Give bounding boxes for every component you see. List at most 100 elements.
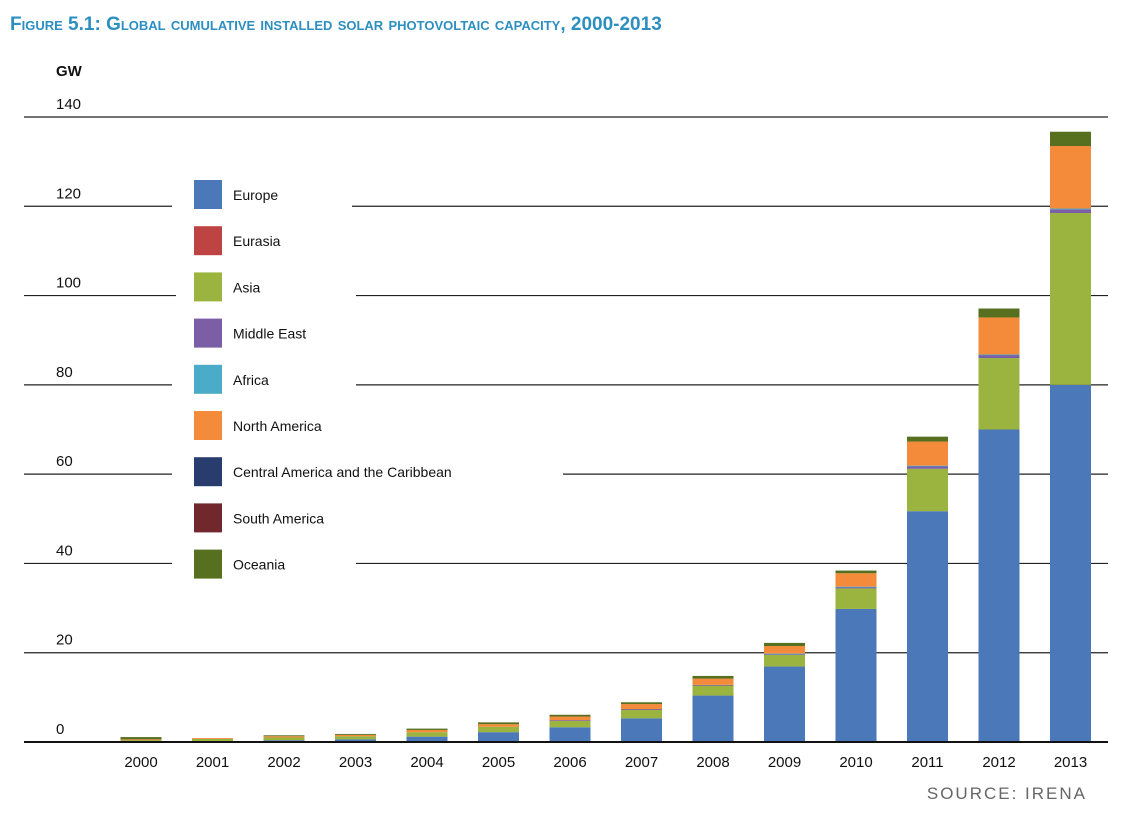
bar-segment <box>621 709 662 719</box>
y-tick-label: 60 <box>56 453 73 470</box>
bar-segment <box>835 570 877 574</box>
y-axis-unit-label: GW <box>56 63 83 80</box>
legend-swatch <box>194 457 222 487</box>
bar-segment <box>907 465 948 467</box>
bar-segment <box>978 317 1020 355</box>
legend-label: Oceania <box>233 557 285 573</box>
bar-segment <box>764 654 805 667</box>
bar-segment <box>621 704 662 709</box>
bar-segment <box>835 588 877 609</box>
bar-segment <box>764 666 805 742</box>
bar-segment <box>835 573 877 587</box>
bar-series <box>120 131 1091 743</box>
bar-segment <box>263 735 305 737</box>
bar-segment <box>335 736 376 740</box>
bar-segment <box>478 722 519 725</box>
legend-swatch <box>194 226 222 256</box>
legend-label: Eurasia <box>233 233 281 249</box>
bar-segment <box>978 354 1020 356</box>
legend-label: Middle East <box>233 326 306 342</box>
bar-segment <box>692 675 734 679</box>
x-tick-label: 2012 <box>982 754 1015 771</box>
bar-segment <box>478 726 519 733</box>
bar-segment <box>1050 146 1091 209</box>
bar-segment <box>335 733 376 735</box>
x-tick-label: 2008 <box>696 754 729 771</box>
bar-segment <box>192 738 233 742</box>
legend-label: North America <box>233 418 322 434</box>
x-tick-label: 2000 <box>124 754 157 771</box>
bar-segment <box>978 358 1020 430</box>
legend-label: Europe <box>233 187 278 203</box>
bar-segment <box>907 466 948 469</box>
bar-segment <box>621 708 662 710</box>
x-tick-label: 2009 <box>768 754 801 771</box>
legend-swatch <box>194 272 222 302</box>
legend-swatch <box>194 180 222 209</box>
bar-segment <box>406 736 448 742</box>
bar-segment <box>764 642 805 647</box>
bar-segment <box>621 702 662 705</box>
x-tick-label: 2013 <box>1054 754 1087 771</box>
bar-segment <box>692 678 734 685</box>
bar-segment <box>835 586 877 588</box>
bar-segment <box>120 739 162 741</box>
x-tick-label: 2004 <box>410 754 443 771</box>
x-tick-label: 2005 <box>482 754 515 771</box>
bar-segment <box>549 727 591 742</box>
source-note: SOURCE: IRENA <box>926 784 1087 803</box>
legend-label: Central America and the Caribbean <box>233 464 452 480</box>
bar-segment <box>835 608 877 742</box>
bar-segment <box>907 441 948 466</box>
bar-segment <box>406 728 448 730</box>
legend-label: South America <box>233 510 324 526</box>
x-tick-label: 2011 <box>911 754 943 771</box>
bar-segment <box>406 732 448 737</box>
bar-segment <box>1050 384 1091 742</box>
bar-segment <box>120 739 162 742</box>
bar-segment <box>1050 131 1091 147</box>
bar-segment <box>835 587 877 589</box>
legend-label: Asia <box>233 279 260 295</box>
y-tick-label: 80 <box>56 364 73 381</box>
bar-segment <box>1050 212 1091 385</box>
bar-segment <box>978 429 1020 742</box>
y-tick-label: 120 <box>56 185 81 202</box>
bar-segment <box>263 737 305 741</box>
bar-segment <box>764 646 805 654</box>
bar-segment <box>406 729 448 733</box>
bar-segment <box>549 720 591 721</box>
bar-segment <box>549 716 591 721</box>
bar-segment <box>692 685 734 696</box>
bar-segment <box>192 737 233 739</box>
x-tick-label: 2010 <box>839 754 872 771</box>
bar-segment <box>549 714 591 717</box>
legend-label: Africa <box>233 372 269 388</box>
bar-segment <box>549 720 591 728</box>
y-tick-label: 0 <box>56 721 64 738</box>
y-tick-label: 20 <box>56 632 73 649</box>
chart-title: Figure 5.1: Global cumulative installed … <box>10 14 662 35</box>
legend-swatch <box>194 318 222 348</box>
legend: Europe Eurasia Asia Middle East Africa North … <box>194 180 452 579</box>
bar-segment <box>764 654 805 655</box>
bar-segment <box>621 718 662 742</box>
x-axis-tick-labels: 2000 2001 2002 2003 2004 2005 2006 2007 2008 2009… <box>124 754 1087 771</box>
bar-segment <box>978 308 1020 318</box>
bar-segment <box>907 468 948 512</box>
bar-segment <box>478 732 519 742</box>
y-tick-label: 140 <box>56 96 81 113</box>
bar-segment <box>692 684 734 686</box>
x-tick-label: 2002 <box>267 754 300 771</box>
bar-segment <box>478 724 519 727</box>
legend-swatch <box>194 549 222 579</box>
x-tick-label: 2007 <box>625 754 658 771</box>
x-tick-label: 2003 <box>339 754 372 771</box>
y-axis-tick-labels: 0 20 40 60 80 100 120 140 <box>56 96 81 738</box>
bar-segment <box>263 736 305 738</box>
x-tick-label: 2006 <box>553 754 586 771</box>
bar-segment <box>692 695 734 742</box>
bar-segment <box>335 739 376 742</box>
legend-swatch <box>194 411 222 440</box>
